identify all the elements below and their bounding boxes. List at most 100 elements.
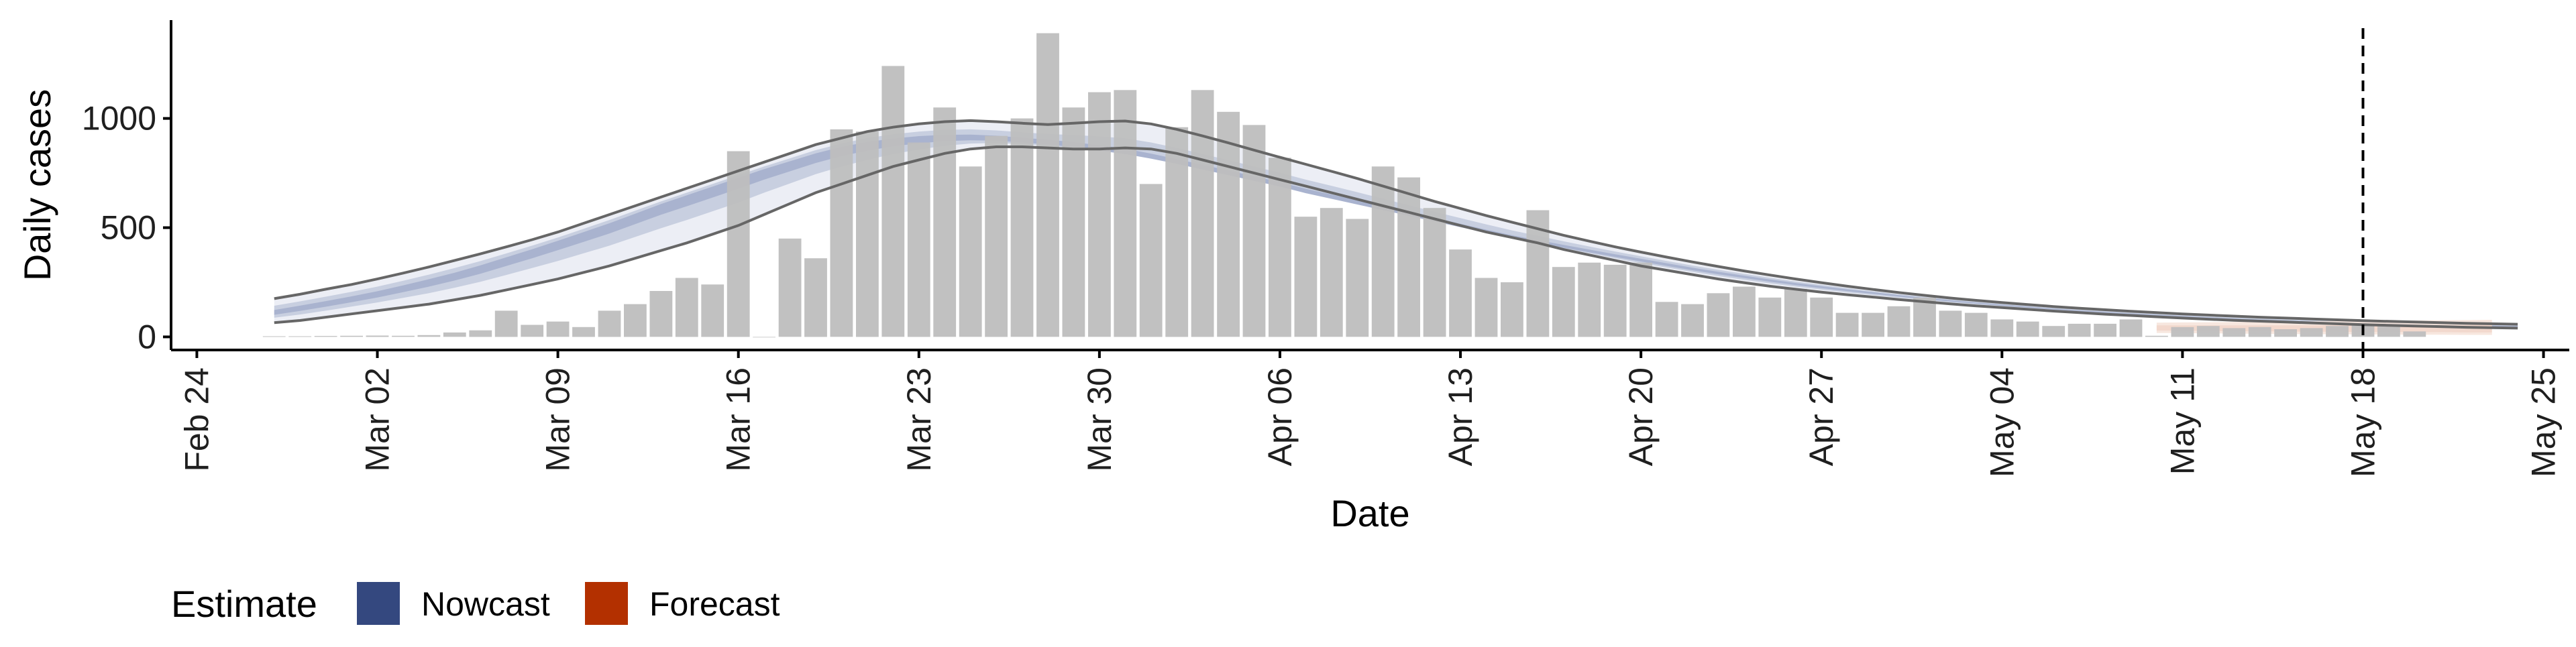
x-tick-label-9: Apr 27	[1803, 367, 1840, 466]
bar-day-39	[1269, 158, 1291, 337]
x-tick-label-13: May 25	[2525, 367, 2563, 477]
x-tick-label-11: May 11	[2163, 367, 2201, 475]
bar-day-55	[1681, 304, 1704, 337]
bar-day-31	[1062, 107, 1085, 337]
x-tick-label-1: Mar 02	[359, 367, 396, 472]
legend: Estimate Nowcast Forecast	[171, 582, 780, 625]
nowcast-band-20	[274, 134, 2518, 327]
legend-label-nowcast: Nowcast	[421, 585, 550, 623]
bar-day-68	[2016, 321, 2039, 337]
bar-day-47	[1474, 278, 1498, 337]
bar-day-43	[1371, 166, 1395, 337]
bar-day-8	[469, 330, 492, 337]
legend-title: Estimate	[171, 583, 317, 625]
bar-day-42	[1346, 219, 1369, 337]
bar-day-40	[1294, 217, 1318, 337]
bar-day-72	[2119, 319, 2143, 337]
bar-day-53	[1629, 262, 1652, 337]
y-tick-label-0: 0	[138, 318, 156, 355]
y-tick-label-1: 500	[101, 209, 156, 247]
bar-day-24	[881, 66, 905, 337]
bar-day-44	[1397, 177, 1420, 337]
bar-day-11	[546, 321, 570, 337]
bar-day-46	[1449, 249, 1472, 337]
bar-day-23	[856, 131, 879, 337]
bar-day-64	[1913, 297, 1936, 337]
x-tick-label-12: May 18	[2344, 367, 2381, 477]
bar-day-36	[1191, 90, 1214, 337]
bar-day-13	[598, 310, 621, 337]
bar-day-69	[2042, 326, 2065, 337]
bar-day-33	[1114, 90, 1137, 337]
x-tick-label-5: Mar 30	[1081, 367, 1118, 472]
bar-day-50	[1552, 267, 1575, 337]
x-tick-label-2: Mar 09	[539, 367, 577, 472]
bar-day-22	[830, 129, 853, 337]
bars-layer	[262, 33, 2426, 338]
bar-day-75	[2196, 326, 2220, 337]
bar-day-45	[1423, 208, 1446, 337]
x-tick-label-10: May 04	[1983, 367, 2021, 477]
bar-day-73	[2145, 335, 2168, 337]
bar-day-65	[1939, 310, 1962, 337]
bar-day-57	[1733, 286, 1756, 337]
bar-day-5	[392, 335, 415, 337]
legend-swatch-forecast	[585, 582, 628, 625]
bar-day-59	[1784, 288, 1807, 337]
bar-day-7	[443, 332, 466, 337]
bar-day-82	[2377, 325, 2400, 337]
x-tick-label-6: Apr 06	[1261, 367, 1299, 466]
y-tick-label-2: 1000	[82, 100, 156, 137]
bar-day-48	[1501, 282, 1523, 337]
nowcast-upper-line	[274, 119, 2518, 326]
legend-swatch-nowcast	[357, 582, 400, 625]
x-axis-title: Date	[1330, 492, 1409, 534]
bar-day-71	[2094, 323, 2116, 337]
bar-day-61	[1835, 312, 1859, 337]
bar-day-34	[1139, 184, 1163, 337]
bar-day-4	[366, 335, 389, 337]
x-tick-label-4: Mar 23	[900, 367, 938, 472]
y-axis-title: Daily cases	[16, 89, 58, 281]
bar-day-9	[494, 310, 518, 337]
bar-day-67	[1990, 319, 2014, 337]
bar-day-62	[1862, 312, 1884, 337]
bar-day-38	[1242, 125, 1266, 337]
bar-day-74	[2171, 327, 2194, 337]
bar-day-2	[314, 336, 337, 337]
bar-day-58	[1758, 297, 1782, 337]
bar-day-16	[675, 278, 698, 337]
bar-day-30	[1036, 33, 1059, 337]
bar-day-25	[907, 142, 930, 337]
bar-day-32	[1088, 92, 1111, 337]
bar-day-54	[1655, 302, 1678, 337]
bar-day-51	[1578, 262, 1601, 337]
bar-day-12	[572, 327, 595, 337]
bar-day-56	[1707, 293, 1730, 337]
x-tick-label-0: Feb 24	[178, 367, 215, 472]
bar-day-79	[2300, 328, 2323, 337]
bar-day-10	[521, 325, 544, 337]
bar-day-52	[1603, 264, 1627, 337]
bar-day-76	[2222, 328, 2246, 337]
bar-day-3	[340, 335, 363, 337]
bar-day-29	[1010, 118, 1034, 337]
bar-day-17	[701, 284, 724, 337]
bar-day-37	[1217, 111, 1240, 337]
bar-day-78	[2274, 329, 2297, 337]
bar-day-19	[753, 337, 775, 338]
bar-day-77	[2248, 327, 2271, 337]
bar-day-6	[417, 335, 441, 337]
bar-day-26	[933, 107, 957, 337]
x-tick-label-8: Apr 20	[1622, 367, 1660, 466]
bar-day-15	[649, 291, 673, 337]
bar-day-41	[1320, 208, 1343, 337]
estimate-bands	[274, 120, 2518, 335]
bar-day-20	[778, 238, 802, 337]
bar-day-83	[2403, 331, 2426, 337]
bar-day-14	[624, 304, 647, 337]
x-tick-label-3: Mar 16	[720, 367, 757, 472]
x-tick-label-7: Apr 13	[1442, 367, 1479, 466]
